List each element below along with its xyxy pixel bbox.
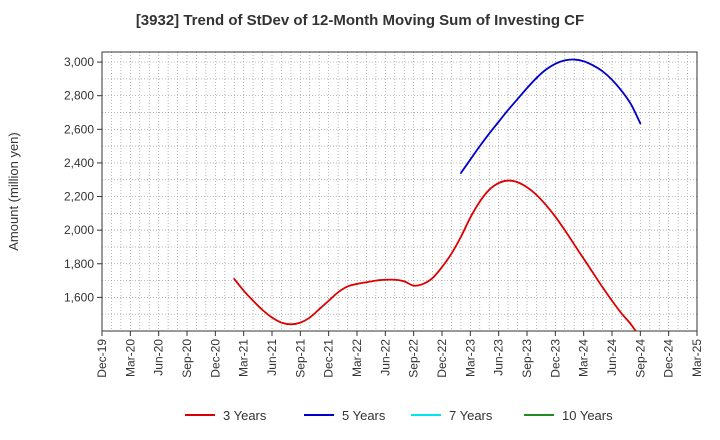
y-tick-label: 2,000	[64, 223, 94, 237]
x-tick-label: Sep-22	[407, 339, 421, 378]
x-tick-label: Jun-20	[152, 339, 166, 376]
legend-label-5-years: 5 Years	[342, 408, 386, 423]
y-tick-label: 2,600	[64, 122, 94, 136]
y-tick-label: 3,000	[64, 55, 94, 69]
x-tick-label: Mar-21	[237, 339, 251, 377]
x-tick-label: Dec-19	[95, 339, 109, 378]
plot-area-frame	[101, 51, 698, 332]
y-tick-label: 1,600	[64, 290, 94, 304]
legend-label-10-years: 10 Years	[562, 408, 613, 423]
x-tick-label: Mar-24	[577, 339, 591, 377]
x-tick-label: Sep-23	[520, 339, 534, 378]
x-tick-label: Sep-20	[180, 339, 194, 378]
series-line-5-years	[459, 58, 642, 174]
x-tick-label: Sep-21	[293, 339, 307, 378]
x-tick-label: Jun-24	[605, 339, 619, 376]
chart-title: [3932] Trend of StDev of 12-Month Moving…	[135, 12, 585, 29]
grid-lines	[102, 52, 697, 331]
x-tick-label: Mar-25	[690, 339, 704, 377]
x-axis-ticks: Dec-19 Mar-20 Jun-20 Sep-20 Dec-20 Mar-21 Jun-…	[95, 331, 704, 378]
x-tick-label: Mar-20	[123, 339, 137, 377]
x-tick-label: Jun-23	[492, 339, 506, 376]
legend-label-7-years: 7 Years	[449, 408, 493, 423]
legend-label-3-years: 3 Years	[223, 408, 267, 423]
x-tick-label: Dec-21	[322, 339, 336, 378]
x-tick-label: Dec-24	[662, 339, 676, 378]
x-tick-label: Mar-22	[350, 339, 364, 377]
y-axis-ticks: 1,600 1,800 2,000 2,200 2,400 2,600 2,800 3,000	[64, 55, 102, 304]
x-tick-label: Sep-24	[633, 339, 647, 378]
y-tick-label: 2,800	[64, 89, 94, 103]
x-tick-label: Dec-22	[435, 339, 449, 378]
x-tick-label: Jun-22	[378, 339, 392, 376]
x-tick-label: Dec-20	[208, 339, 222, 378]
series-line-3-years	[233, 179, 637, 331]
x-tick-label: Dec-23	[548, 339, 562, 378]
y-tick-label: 2,400	[64, 156, 94, 170]
x-tick-label: Jun-21	[265, 339, 279, 376]
legend: 3 Years 5 Years 7 Years 10 Years	[185, 408, 613, 423]
y-tick-label: 1,800	[64, 257, 94, 271]
y-axis-title: Amount (million yen)	[6, 132, 21, 251]
y-tick-label: 2,200	[64, 190, 94, 204]
series-lines	[233, 58, 642, 331]
x-tick-label: Mar-23	[463, 339, 477, 377]
